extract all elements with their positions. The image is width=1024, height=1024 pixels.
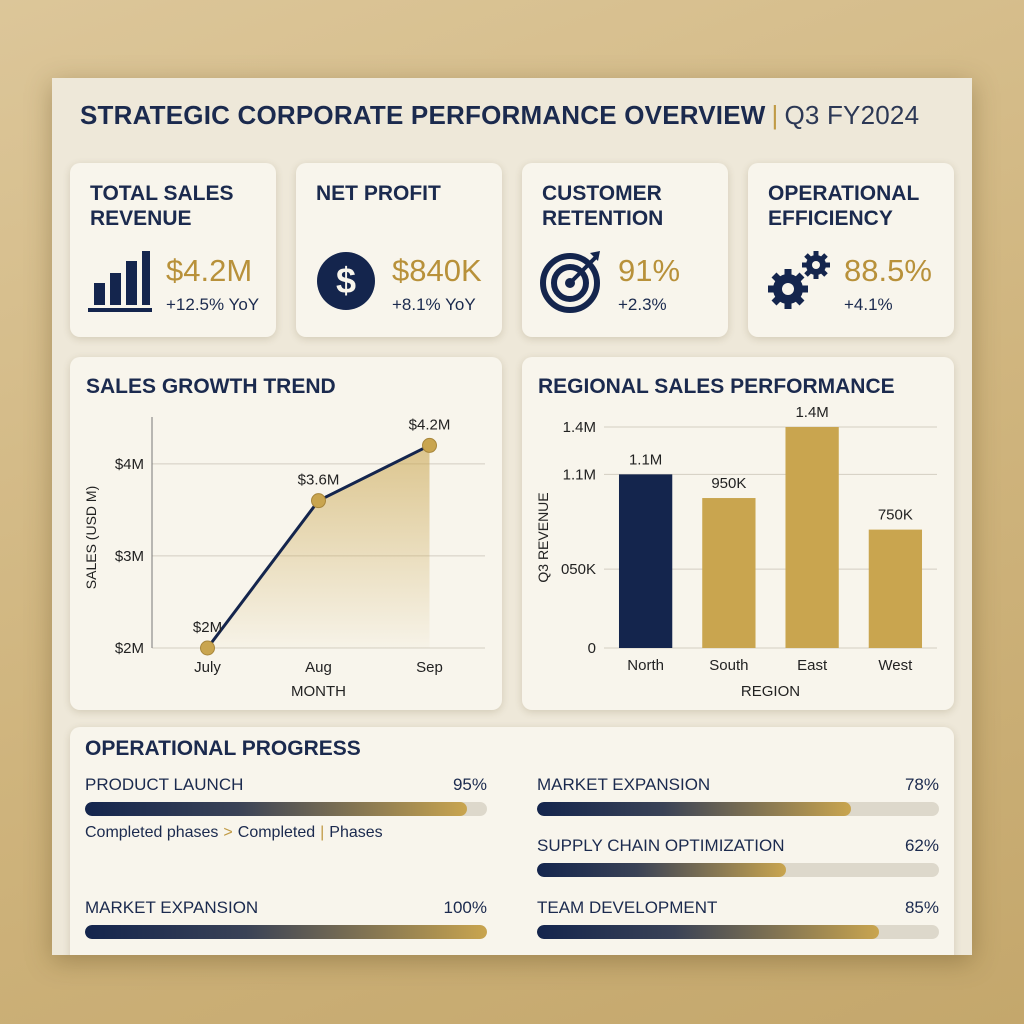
progress-value: 95% (452, 775, 487, 794)
target-icon (540, 251, 600, 313)
x-tick-label: South (709, 657, 748, 674)
value-label: $2M (193, 619, 222, 636)
kpi-title: NET PROFIT (316, 182, 441, 205)
breadcrumb-item: Phases (329, 824, 383, 841)
x-tick-label: July (194, 659, 221, 676)
line-chart: SALES GROWTH TREND $2M $3M $4M SALES (USD M)… (83, 375, 485, 700)
line-panel: SALES GROWTH TREND $2M $3M $4M SALES (USD M)… (70, 357, 502, 710)
x-tick-label: East (797, 657, 828, 674)
value-label: 1.1M (629, 451, 662, 468)
kpi-change: +2.3% (618, 295, 667, 314)
y-tick-label: 1.4M (563, 419, 596, 436)
kpi-card: NET PROFIT $ $840K +8.1% YoY (296, 163, 502, 337)
separator: | (320, 824, 325, 841)
progress-panel: OPERATIONAL PROGRESS Completed phases > Co… (70, 727, 954, 955)
header: STRATEGIC CORPORATE PERFORMANCE OVERVIEW… (80, 100, 919, 131)
bar-panel: REGIONAL SALES PERFORMANCE 0 050K 1.1M 1.4M Q… (522, 357, 954, 710)
progress-track (537, 863, 939, 877)
y-tick-label: $4M (115, 456, 144, 473)
kpi-value: $840K (392, 253, 482, 288)
y-tick-label: 050K (561, 561, 596, 578)
point (200, 640, 215, 656)
bar-icon (88, 251, 152, 312)
bar (618, 474, 673, 648)
y-axis-label: SALES (USD M) (83, 486, 99, 589)
progress-fill (537, 863, 787, 877)
value-label: 1.4M (795, 404, 828, 421)
progress-title: OPERATIONAL PROGRESS (85, 737, 361, 760)
y-tick-label: 0 (588, 640, 596, 657)
kpi-value: 88.5% (844, 253, 932, 288)
bar-chart: REGIONAL SALES PERFORMANCE 0 050K 1.1M 1.4M Q… (535, 375, 937, 700)
value-label: 950K (711, 475, 746, 492)
progress-track (85, 925, 487, 939)
progress-label: TEAM DEVELOPMENT (537, 898, 718, 917)
progress-fill (537, 802, 851, 816)
value-label: $3.6M (298, 472, 340, 489)
value-label: $4.2M (409, 416, 451, 433)
kpi-card: CUSTOMER RETENTION 91% +2.3% (522, 163, 728, 337)
point (311, 493, 326, 509)
progress-track (85, 802, 487, 816)
value-label: 750K (878, 507, 913, 524)
kpi-value: $4.2M (166, 253, 253, 288)
breadcrumb-item: Completed phases (85, 824, 219, 841)
y-axis-label: Q3 REVENUE (535, 492, 551, 582)
progress-label: MARKET EXPANSION (537, 775, 711, 794)
separator: > (223, 824, 233, 841)
y-tick-label: $3M (115, 548, 144, 565)
title: STRATEGIC CORPORATE PERFORMANCE OVERVIEW (80, 100, 766, 130)
separator: | (771, 100, 779, 130)
kpi-change: +4.1% (844, 295, 893, 314)
progress-fill (537, 925, 879, 939)
x-tick-label: West (878, 657, 913, 674)
x-axis-label: MONTH (291, 683, 346, 700)
progress-label: SUPPLY CHAIN OPTIMIZATION (537, 836, 785, 855)
period: Q3 FY2024 (784, 100, 920, 130)
x-tick-label: Aug (305, 659, 332, 676)
chart-title: REGIONAL SALES PERFORMANCE (538, 375, 895, 398)
progress-value: 100% (443, 898, 487, 917)
gears-icon (768, 251, 830, 309)
svg-text:$: $ (336, 260, 356, 301)
dashboard: STRATEGIC CORPORATE PERFORMANCE OVERVIEW… (52, 78, 972, 955)
kpi-title: TOTAL SALES REVENUE (90, 182, 234, 230)
breadcrumb-item: Completed (237, 824, 316, 841)
y-tick-label: $2M (115, 640, 144, 657)
progress-value: 85% (904, 898, 939, 917)
bar (868, 529, 923, 648)
kpi-card: OPERATIONAL EFFICIENCY 88.5% +4.1% (748, 163, 954, 337)
progress-label: PRODUCT LAUNCH (85, 775, 244, 794)
kpi-value: 91% (618, 253, 681, 288)
kpi-card: TOTAL SALES REVENUE $4.2M +12.5% YoY (70, 163, 276, 337)
area (207, 445, 430, 648)
point (422, 437, 437, 453)
bar (785, 427, 839, 648)
kpi-title: CUSTOMER RETENTION (542, 182, 664, 230)
kpi-change: +12.5% YoY (166, 295, 260, 314)
progress-fill (85, 802, 467, 816)
progress-track (537, 925, 939, 939)
x-axis-label: REGION (741, 683, 800, 700)
progress-label: MARKET EXPANSION (85, 898, 259, 917)
progress-value: 78% (904, 775, 939, 794)
chart-title: SALES GROWTH TREND (86, 375, 336, 398)
progress-fill (85, 925, 487, 939)
kpi-change: +8.1% YoY (392, 295, 476, 314)
x-tick-label: Sep (416, 659, 443, 676)
kpi-title: OPERATIONAL EFFICIENCY (768, 182, 919, 230)
progress-track (537, 802, 939, 816)
y-tick-label: 1.1M (563, 466, 596, 483)
dollar-icon: $ (317, 252, 375, 310)
x-tick-label: North (627, 657, 664, 674)
progress-value: 62% (904, 836, 939, 855)
bar (702, 498, 756, 648)
breadcrumb: Completed phases > Completed | Phases (85, 824, 383, 842)
